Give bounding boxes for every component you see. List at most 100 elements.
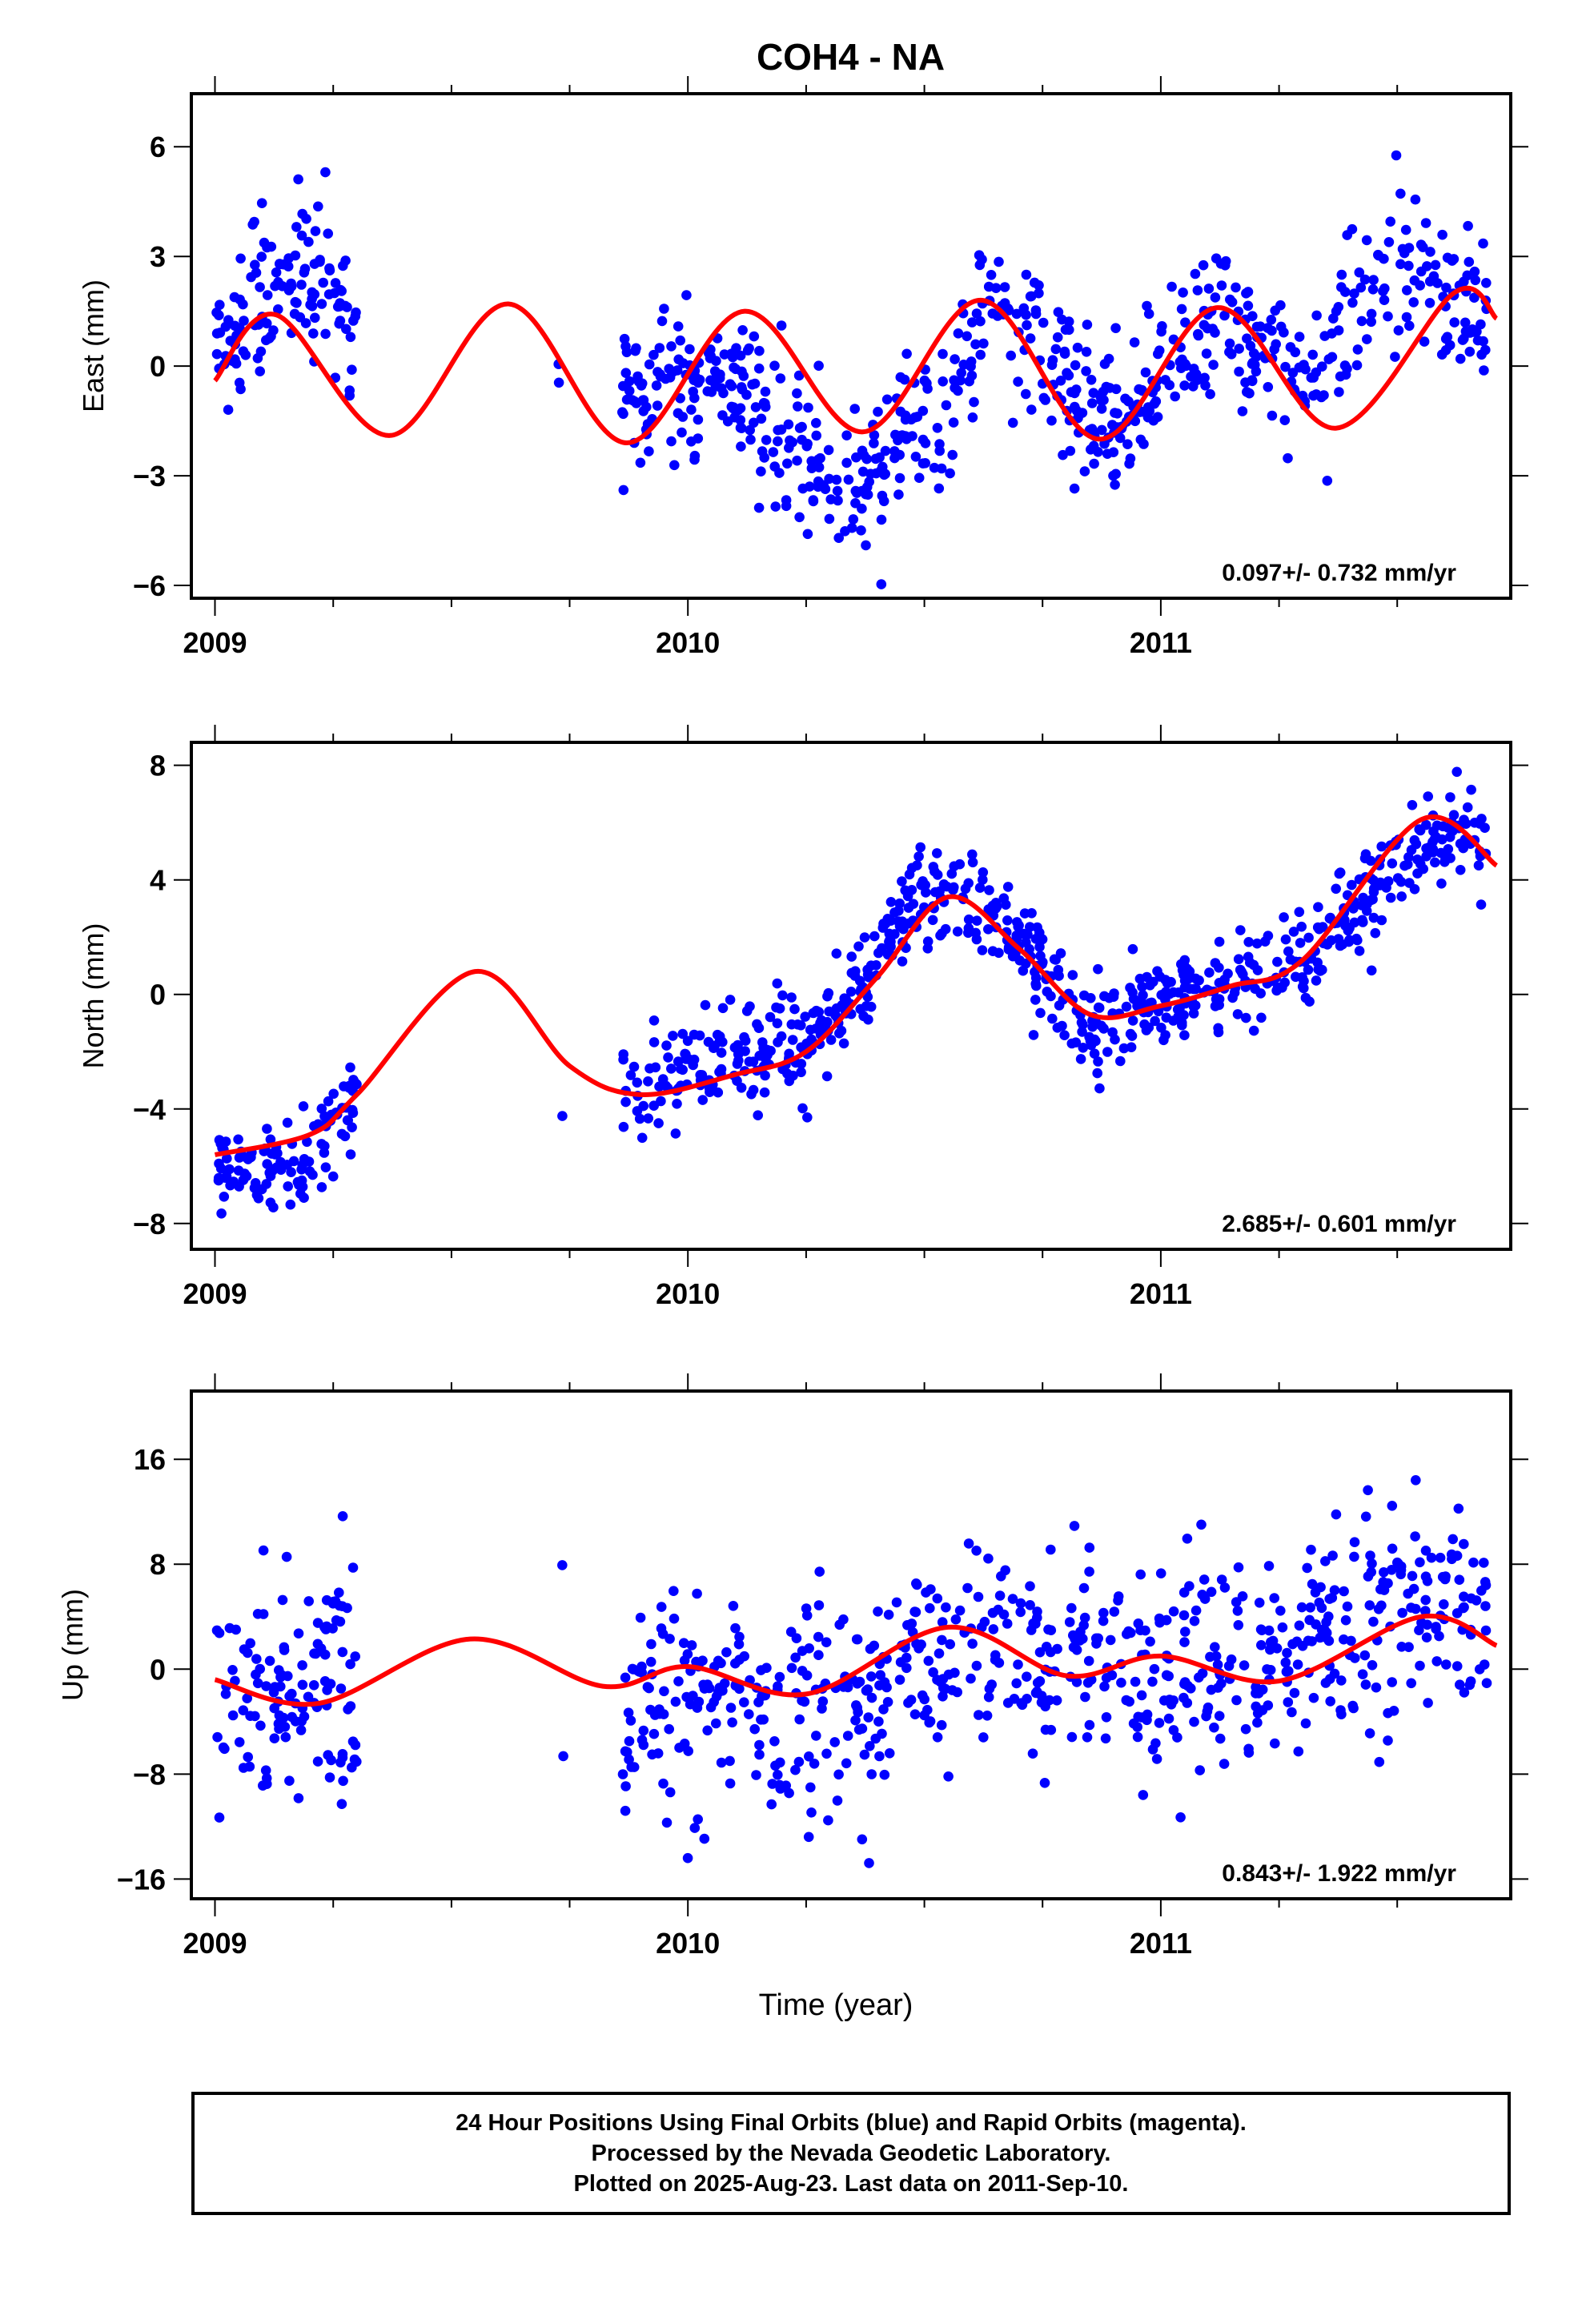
data-point	[282, 1117, 293, 1128]
data-point	[754, 1739, 765, 1751]
data-point	[1351, 360, 1363, 371]
data-point	[1098, 1615, 1109, 1626]
data-point	[938, 1691, 948, 1702]
data-point	[1192, 285, 1203, 296]
data-point	[1479, 365, 1489, 376]
data-point	[345, 1149, 356, 1160]
data-point	[1263, 1625, 1275, 1636]
data-point	[808, 496, 819, 507]
data-point	[1084, 1566, 1094, 1577]
data-point	[814, 1566, 825, 1577]
data-point	[296, 1164, 307, 1175]
data-point	[1132, 1001, 1142, 1011]
data-point	[1379, 1585, 1390, 1595]
data-point	[666, 341, 677, 352]
data-point	[1327, 328, 1337, 339]
data-point	[932, 1675, 942, 1685]
data-point	[307, 1169, 318, 1180]
data-point	[1414, 1625, 1424, 1635]
data-point	[994, 1658, 1005, 1668]
plot-frame	[190, 741, 1512, 1251]
data-point	[1329, 1585, 1340, 1595]
data-point	[999, 282, 1010, 292]
data-point	[329, 287, 340, 299]
data-point	[312, 1618, 323, 1628]
data-point	[1419, 336, 1430, 347]
data-point	[987, 900, 998, 911]
data-point	[1367, 1558, 1377, 1569]
data-point	[1412, 868, 1423, 879]
data-point	[1078, 1582, 1090, 1594]
data-point	[1326, 935, 1336, 946]
data-point	[1297, 390, 1308, 401]
data-point	[1206, 1684, 1217, 1695]
data-point	[280, 1731, 291, 1743]
data-point	[806, 463, 817, 473]
data-point	[863, 1712, 873, 1723]
data-point	[1065, 445, 1076, 456]
data-point	[1422, 261, 1432, 271]
data-point	[262, 1124, 272, 1134]
data-point	[1145, 1636, 1155, 1647]
data-point	[1445, 792, 1456, 802]
data-point	[1479, 1558, 1489, 1568]
data-point	[1224, 338, 1235, 349]
data-point	[689, 1054, 700, 1065]
data-point	[1247, 357, 1259, 368]
data-point	[1070, 401, 1080, 412]
data-point	[829, 1737, 840, 1747]
data-point	[1407, 1570, 1418, 1582]
data-point	[1212, 1659, 1223, 1670]
data-point	[922, 943, 934, 954]
data-point	[214, 1158, 224, 1169]
data-point	[878, 1704, 889, 1715]
data-point	[1145, 980, 1155, 991]
data-point	[273, 304, 283, 315]
data-point	[1248, 1025, 1259, 1036]
data-point	[1118, 1043, 1130, 1054]
data-point	[1166, 976, 1176, 987]
data-point	[1025, 333, 1036, 344]
data-point	[747, 379, 757, 390]
data-point	[1022, 320, 1032, 331]
data-point	[283, 285, 295, 296]
data-point	[1109, 1606, 1120, 1617]
data-point	[1147, 1676, 1158, 1687]
data-point	[1469, 292, 1480, 304]
x-axis: 2009 2010 2011	[183, 1373, 1399, 1960]
data-point	[1179, 380, 1190, 391]
data-point	[881, 1682, 892, 1693]
data-point	[243, 1751, 254, 1763]
data-point	[1022, 1671, 1032, 1682]
y-tick-label: −3	[133, 460, 166, 493]
data-point	[746, 1089, 757, 1100]
data-point	[1368, 912, 1379, 923]
data-point	[1094, 1083, 1105, 1094]
data-point	[838, 1038, 849, 1049]
data-point	[960, 883, 971, 895]
data-point	[813, 1650, 824, 1660]
data-point	[793, 401, 803, 412]
data-point	[1449, 317, 1460, 328]
data-point	[769, 1736, 780, 1747]
data-point	[1420, 218, 1431, 228]
data-point	[1058, 449, 1068, 460]
data-point	[1178, 287, 1188, 298]
data-point	[1359, 274, 1371, 285]
data-point	[681, 1054, 692, 1064]
data-point	[1102, 448, 1113, 459]
data-point	[773, 1037, 783, 1047]
data-point	[934, 483, 945, 494]
data-point	[705, 1084, 715, 1094]
data-point	[1138, 439, 1149, 449]
data-point	[1374, 1756, 1385, 1767]
data-point	[1358, 892, 1368, 903]
data-point	[832, 485, 843, 497]
data-point	[238, 299, 248, 310]
data-point	[932, 1593, 943, 1604]
data-point	[1125, 983, 1135, 993]
data-point	[966, 370, 978, 381]
data-point	[239, 316, 249, 326]
data-point	[727, 1717, 737, 1728]
data-point	[770, 501, 781, 512]
